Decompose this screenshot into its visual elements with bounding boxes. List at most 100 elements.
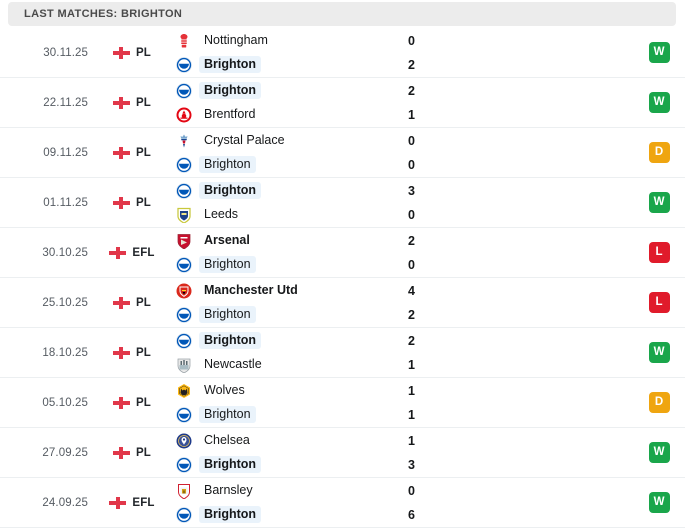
match-date: 30.11.25 bbox=[43, 46, 88, 59]
manchester-utd-crest-icon bbox=[176, 283, 192, 299]
league-cell[interactable]: PL bbox=[88, 46, 168, 59]
team-line-home[interactable]: Barnsley bbox=[176, 482, 402, 499]
league-cell[interactable]: EFL bbox=[88, 496, 168, 509]
team-line-away[interactable]: Newcastle bbox=[176, 356, 402, 373]
home-score: 0 bbox=[408, 133, 415, 148]
team-line-home[interactable]: Arsenal bbox=[176, 232, 402, 249]
team-line-home[interactable]: Manchester Utd bbox=[176, 282, 402, 299]
team-name-away: Leeds bbox=[204, 207, 239, 221]
teams-cell: Brighton Brentford bbox=[168, 82, 402, 123]
table-row[interactable]: 22.11.25 PL Brighton Brentford 2 1 W bbox=[0, 78, 685, 128]
team-line-away[interactable]: Brighton bbox=[176, 456, 402, 473]
team-name-home: Brighton bbox=[199, 332, 262, 349]
england-flag-icon bbox=[112, 446, 130, 459]
team-line-home[interactable]: Brighton bbox=[176, 82, 402, 99]
table-row[interactable]: 01.11.25 PL Brighton Leeds 3 0 W bbox=[0, 178, 685, 228]
table-row[interactable]: 05.10.25 PL Wolves Brighton 1 1 D bbox=[0, 378, 685, 428]
match-date: 27.09.25 bbox=[42, 446, 88, 459]
table-row[interactable]: 25.10.25 PL Manchester Utd Brighton 4 2 L bbox=[0, 278, 685, 328]
away-score: 2 bbox=[408, 307, 415, 322]
team-name-home: Manchester Utd bbox=[204, 283, 298, 297]
team-name-home: Arsenal bbox=[204, 233, 250, 247]
away-score: 0 bbox=[408, 207, 415, 222]
team-line-away[interactable]: Brentford bbox=[176, 106, 402, 123]
team-line-home[interactable]: Brighton bbox=[176, 182, 402, 199]
brighton-crest-icon bbox=[176, 506, 192, 523]
table-row[interactable]: 09.11.25 PL Crystal Palace Brighton 0 0 D bbox=[0, 128, 685, 178]
team-line-away[interactable]: Leeds bbox=[176, 206, 402, 223]
match-date: 30.10.25 bbox=[42, 246, 88, 259]
home-score: 2 bbox=[408, 233, 415, 248]
crystal-palace-crest-icon bbox=[176, 133, 192, 149]
team-line-away[interactable]: Brighton bbox=[176, 256, 402, 273]
table-row[interactable]: 24.09.25 EFL Barnsley Brighton 0 6 W bbox=[0, 478, 685, 528]
away-score: 1 bbox=[408, 407, 415, 422]
england-flag-icon bbox=[112, 296, 130, 309]
league-label: PL bbox=[135, 146, 152, 159]
team-name-away: Brighton bbox=[199, 306, 256, 323]
team-line-away[interactable]: Brighton bbox=[176, 406, 402, 423]
team-name-home: Chelsea bbox=[204, 433, 250, 447]
england-flag-icon bbox=[112, 146, 130, 159]
team-line-away[interactable]: Brighton bbox=[176, 156, 402, 173]
table-row[interactable]: 27.09.25 PL Chelsea Brighton 1 3 W bbox=[0, 428, 685, 478]
team-line-away[interactable]: Brighton bbox=[176, 306, 402, 323]
match-date: 01.11.25 bbox=[43, 196, 88, 209]
match-date: 05.10.25 bbox=[42, 396, 88, 409]
brighton-crest-icon bbox=[176, 332, 192, 349]
england-flag-icon bbox=[112, 396, 130, 409]
status-badge: L bbox=[648, 242, 670, 263]
england-flag-icon bbox=[112, 46, 130, 59]
team-line-home[interactable]: Crystal Palace bbox=[176, 132, 402, 149]
brighton-crest-icon bbox=[176, 456, 192, 473]
league-cell[interactable]: PL bbox=[88, 446, 168, 459]
league-label: PL bbox=[135, 446, 152, 459]
league-label: PL bbox=[135, 296, 152, 309]
wolves-crest-icon bbox=[176, 383, 192, 399]
match-date: 25.10.25 bbox=[42, 296, 88, 309]
england-flag-icon bbox=[109, 246, 127, 259]
brighton-crest-icon bbox=[176, 82, 192, 99]
teams-cell: Crystal Palace Brighton bbox=[168, 132, 402, 173]
barnsley-crest-icon bbox=[176, 483, 192, 499]
status-badge: D bbox=[648, 392, 670, 413]
england-flag-icon bbox=[109, 496, 127, 509]
league-label: EFL bbox=[132, 246, 155, 259]
home-score: 1 bbox=[408, 433, 415, 448]
result-cell: W bbox=[633, 492, 685, 513]
league-cell[interactable]: PL bbox=[88, 96, 168, 109]
status-badge: W bbox=[648, 92, 670, 113]
team-name-away: Newcastle bbox=[204, 357, 262, 371]
teams-cell: Wolves Brighton bbox=[168, 382, 402, 423]
league-cell[interactable]: PL bbox=[88, 196, 168, 209]
team-name-away: Brighton bbox=[199, 456, 262, 473]
team-line-home[interactable]: Nottingham bbox=[176, 32, 402, 49]
brighton-crest-icon bbox=[176, 256, 192, 273]
home-score: 2 bbox=[408, 333, 415, 348]
table-row[interactable]: 18.10.25 PL Brighton Newcastle 2 1 W bbox=[0, 328, 685, 378]
league-cell[interactable]: PL bbox=[88, 346, 168, 359]
table-row[interactable]: 30.10.25 EFL Arsenal Brighton 2 0 L bbox=[0, 228, 685, 278]
league-cell[interactable]: PL bbox=[88, 146, 168, 159]
league-cell[interactable]: PL bbox=[88, 296, 168, 309]
team-line-away[interactable]: Brighton bbox=[176, 56, 402, 73]
brighton-crest-icon bbox=[176, 182, 192, 199]
table-row[interactable]: 30.11.25 PL Nottingham Brighton 0 2 W bbox=[0, 28, 685, 78]
result-cell: L bbox=[633, 292, 685, 313]
match-list: 30.11.25 PL Nottingham Brighton 0 2 W 22.11.25 P… bbox=[0, 28, 685, 528]
team-line-home[interactable]: Chelsea bbox=[176, 432, 402, 449]
team-line-home[interactable]: Brighton bbox=[176, 332, 402, 349]
status-badge: W bbox=[648, 342, 670, 363]
result-cell: W bbox=[633, 342, 685, 363]
team-name-away: Brighton bbox=[199, 406, 256, 423]
team-line-home[interactable]: Wolves bbox=[176, 382, 402, 399]
league-label: EFL bbox=[132, 496, 155, 509]
away-score: 0 bbox=[408, 257, 415, 272]
away-score: 6 bbox=[408, 507, 415, 522]
league-cell[interactable]: PL bbox=[88, 396, 168, 409]
league-cell[interactable]: EFL bbox=[88, 246, 168, 259]
team-line-away[interactable]: Brighton bbox=[176, 506, 402, 523]
